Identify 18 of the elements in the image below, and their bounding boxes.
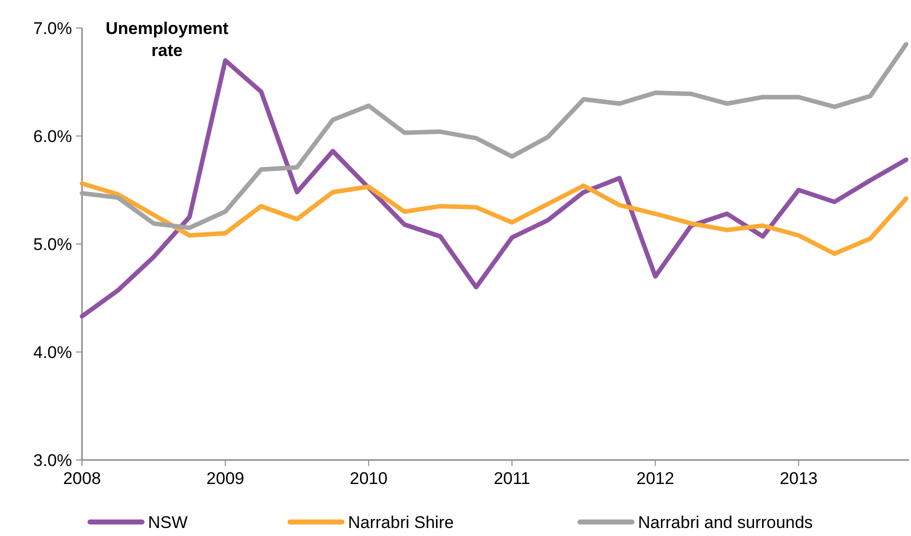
y-tick-label: 7.0% [33,18,72,38]
legend-label: NSW [148,512,188,532]
legend-label: Narrabri and surrounds [638,512,813,532]
x-tick-label: 2008 [63,469,101,488]
y-tick-label: 5.0% [33,234,72,254]
legend-label: Narrabri Shire [348,512,454,532]
x-tick-label: 2012 [636,469,674,488]
x-tick-label: 2011 [494,469,530,488]
x-tick-label: 2013 [780,469,818,488]
x-tick-label: 2009 [206,469,244,488]
x-tick-label: 2010 [350,469,388,488]
y-tick-label: 6.0% [33,126,72,146]
line-series [80,181,908,256]
y-tick-label: 3.0% [33,450,72,470]
line-series [80,58,908,319]
y-tick-label: 4.0% [33,342,72,362]
chart-title: Unemployment rate [106,19,229,60]
line-series [80,42,908,230]
